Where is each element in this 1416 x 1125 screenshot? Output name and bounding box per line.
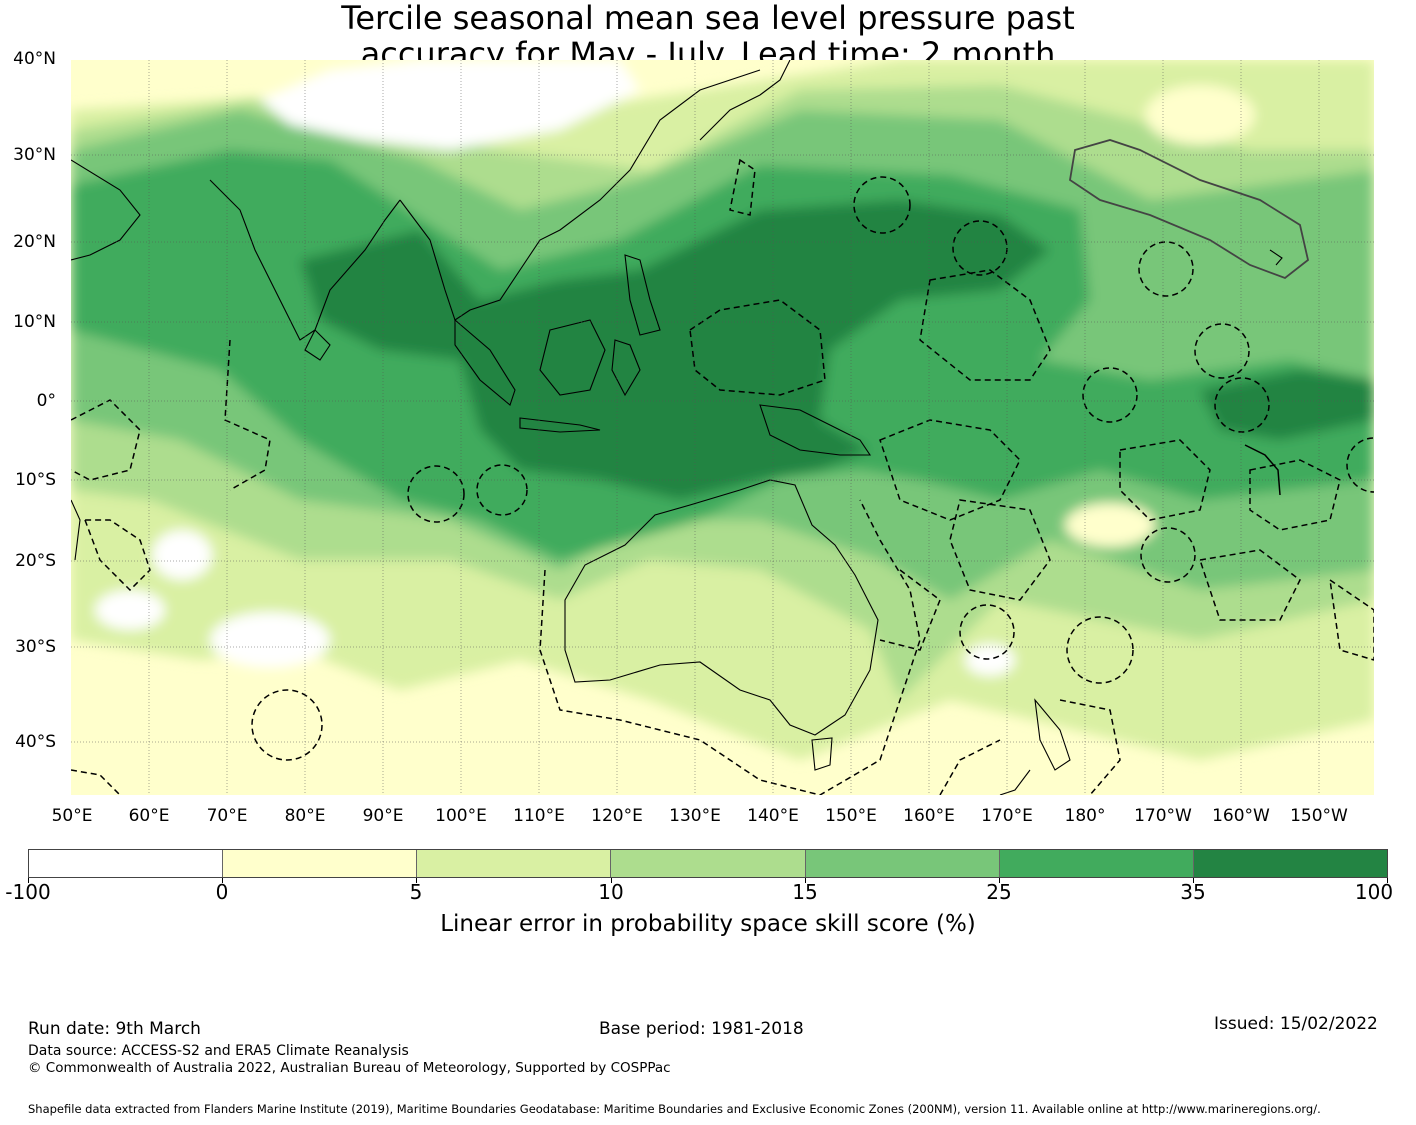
lon-label-80e: 80°E (284, 806, 326, 826)
kiribati-boundary (1244, 444, 1281, 496)
colorbar-tick-100: 100 (1354, 880, 1394, 904)
lon-label-110e: 110°E (513, 806, 565, 826)
colorbar-segment-0-5 (223, 850, 418, 877)
lon-label-170w: 170°W (1134, 806, 1192, 826)
lon-label-130e: 130°E (669, 806, 721, 826)
lon-label-50e: 50°E (51, 806, 93, 826)
lon-label-170e: 170°E (981, 806, 1033, 826)
colorbar-label: Linear error in probability space skill … (440, 911, 976, 937)
lon-label-120e: 120°E (591, 806, 643, 826)
colorbar (28, 849, 1388, 878)
lon-label-100e: 100°E (435, 806, 487, 826)
shapefile-credit: Shapefile data extracted from Flanders M… (28, 1102, 1321, 1116)
colorbar-tick-15: 15 (792, 880, 818, 904)
lon-label-140e: 140°E (747, 806, 799, 826)
colorbar-tick-5: 5 (409, 880, 423, 904)
lon-label-90e: 90°E (362, 806, 404, 826)
colorbar-tick-neg100: -100 (5, 880, 51, 904)
lat-label-40s: 40°S (15, 732, 56, 752)
copyright: © Commonwealth of Australia 2022, Austra… (28, 1060, 671, 1076)
skill-score-map (71, 60, 1374, 795)
base-period: Base period: 1981-2018 (599, 1019, 804, 1039)
lat-label-0: 0° (36, 391, 56, 411)
colorbar-tick-25: 25 (986, 880, 1012, 904)
data-source: Data source: ACCESS-S2 and ERA5 Climate … (28, 1043, 409, 1059)
coastlines (71, 60, 1283, 795)
lon-label-180: 180° (1064, 806, 1106, 826)
hawaii-boundary (1069, 139, 1310, 280)
lat-label-30n: 30°N (13, 145, 56, 165)
colorbar-segment-10-15 (611, 850, 806, 877)
colorbar-segment-25-35 (999, 850, 1194, 877)
run-date: Run date: 9th March (28, 1019, 201, 1039)
colorbar-segment-neg100-0 (29, 850, 224, 877)
colorbar-tick-0: 0 (215, 880, 229, 904)
lat-label-20s: 20°S (15, 551, 56, 571)
lon-label-160e: 160°E (903, 806, 955, 826)
lon-label-70e: 70°E (206, 806, 248, 826)
lon-label-150w: 150°W (1290, 806, 1348, 826)
colorbar-segment-15-25 (805, 850, 1000, 877)
eez-boundaries (71, 158, 1374, 795)
lon-label-150e: 150°E (825, 806, 877, 826)
lat-label-10n: 10°N (13, 312, 56, 332)
colorbar-tick-35: 35 (1180, 880, 1206, 904)
chart-title: Tercile seasonal mean sea level pressure… (0, 0, 1416, 72)
skill-field (71, 60, 1374, 795)
graticule (71, 60, 1374, 795)
lat-label-20n: 20°N (13, 232, 56, 252)
title-line-1: Tercile seasonal mean sea level pressure… (341, 0, 1075, 37)
lat-label-10s: 10°S (15, 470, 56, 490)
lon-label-160w: 160°W (1212, 806, 1270, 826)
issued-date: Issued: 15/02/2022 (1214, 1014, 1378, 1034)
lon-label-60e: 60°E (128, 806, 170, 826)
lat-label-30s: 30°S (15, 637, 56, 657)
lat-label-40n: 40°N (13, 49, 56, 69)
colorbar-tick-10: 10 (598, 880, 624, 904)
colorbar-segment-5-10 (417, 850, 612, 877)
colorbar-segment-35-100 (1193, 850, 1387, 877)
